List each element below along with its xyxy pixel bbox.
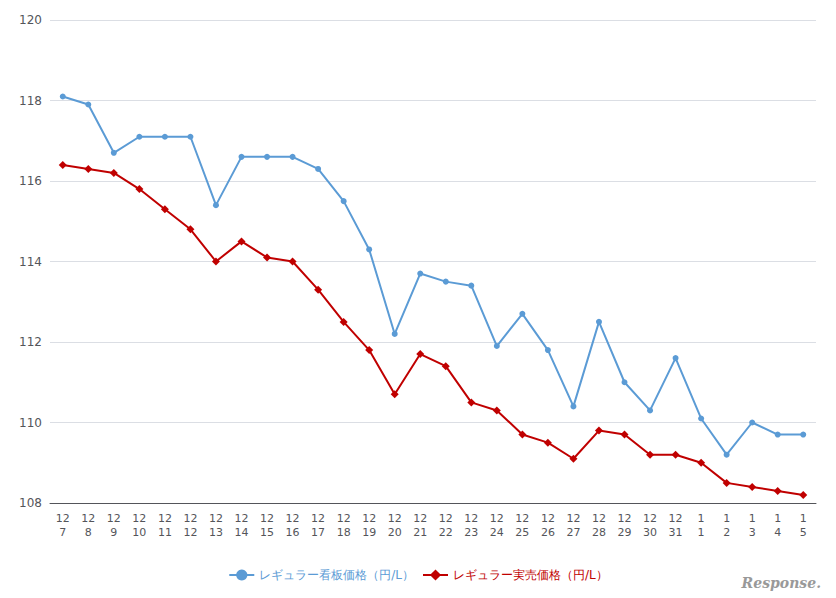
svg-text:1: 1 bbox=[723, 512, 730, 525]
svg-text:12: 12 bbox=[56, 512, 70, 525]
svg-text:22: 22 bbox=[439, 526, 453, 539]
svg-text:30: 30 bbox=[643, 526, 657, 539]
svg-text:2: 2 bbox=[723, 526, 730, 539]
svg-text:12: 12 bbox=[183, 512, 197, 525]
svg-text:10: 10 bbox=[132, 526, 146, 539]
svg-text:12: 12 bbox=[541, 512, 555, 525]
svg-text:12: 12 bbox=[158, 512, 172, 525]
svg-text:27: 27 bbox=[566, 526, 580, 539]
svg-text:5: 5 bbox=[800, 526, 807, 539]
svg-text:12: 12 bbox=[311, 512, 325, 525]
svg-text:17: 17 bbox=[311, 526, 325, 539]
svg-text:12: 12 bbox=[669, 512, 683, 525]
svg-text:12: 12 bbox=[618, 512, 632, 525]
svg-text:12: 12 bbox=[464, 512, 478, 525]
svg-text:12: 12 bbox=[592, 512, 606, 525]
svg-text:108: 108 bbox=[19, 496, 42, 510]
svg-text:12: 12 bbox=[260, 512, 274, 525]
svg-text:12: 12 bbox=[439, 512, 453, 525]
svg-text:1: 1 bbox=[698, 512, 705, 525]
svg-text:19: 19 bbox=[362, 526, 376, 539]
svg-text:21: 21 bbox=[413, 526, 427, 539]
svg-text:18: 18 bbox=[337, 526, 351, 539]
svg-text:12: 12 bbox=[413, 512, 427, 525]
svg-text:1: 1 bbox=[774, 512, 781, 525]
svg-text:8: 8 bbox=[85, 526, 92, 539]
svg-text:16: 16 bbox=[286, 526, 300, 539]
svg-text:Response.: Response. bbox=[741, 575, 821, 591]
svg-text:20: 20 bbox=[388, 526, 402, 539]
svg-text:28: 28 bbox=[592, 526, 606, 539]
svg-text:26: 26 bbox=[541, 526, 555, 539]
svg-text:12: 12 bbox=[643, 512, 657, 525]
svg-text:7: 7 bbox=[59, 526, 66, 539]
svg-text:4: 4 bbox=[774, 526, 781, 539]
svg-text:13: 13 bbox=[209, 526, 223, 539]
svg-text:24: 24 bbox=[490, 526, 504, 539]
svg-text:15: 15 bbox=[260, 526, 274, 539]
svg-text:14: 14 bbox=[235, 526, 249, 539]
svg-text:12: 12 bbox=[362, 512, 376, 525]
svg-text:12: 12 bbox=[490, 512, 504, 525]
svg-text:レギュラー実売価格（円/L）: レギュラー実売価格（円/L） bbox=[453, 568, 608, 582]
svg-text:31: 31 bbox=[669, 526, 683, 539]
svg-text:114: 114 bbox=[19, 255, 42, 269]
svg-text:12: 12 bbox=[388, 512, 402, 525]
svg-text:12: 12 bbox=[235, 512, 249, 525]
svg-text:3: 3 bbox=[749, 526, 756, 539]
svg-text:12: 12 bbox=[183, 526, 197, 539]
svg-text:12: 12 bbox=[515, 512, 529, 525]
svg-text:レギュラー看板価格（円/L）: レギュラー看板価格（円/L） bbox=[259, 568, 414, 582]
svg-text:12: 12 bbox=[337, 512, 351, 525]
svg-text:25: 25 bbox=[515, 526, 529, 539]
svg-text:12: 12 bbox=[566, 512, 580, 525]
svg-text:12: 12 bbox=[107, 512, 121, 525]
svg-text:118: 118 bbox=[19, 94, 42, 108]
svg-text:1: 1 bbox=[698, 526, 705, 539]
svg-text:120: 120 bbox=[19, 13, 42, 27]
svg-text:116: 116 bbox=[19, 174, 42, 188]
svg-text:110: 110 bbox=[19, 416, 42, 430]
svg-text:1: 1 bbox=[749, 512, 756, 525]
svg-text:11: 11 bbox=[158, 526, 172, 539]
svg-text:12: 12 bbox=[209, 512, 223, 525]
svg-text:1: 1 bbox=[800, 512, 807, 525]
svg-text:12: 12 bbox=[81, 512, 95, 525]
svg-text:12: 12 bbox=[286, 512, 300, 525]
svg-text:29: 29 bbox=[618, 526, 632, 539]
svg-text:12: 12 bbox=[132, 512, 146, 525]
svg-text:23: 23 bbox=[464, 526, 478, 539]
svg-text:112: 112 bbox=[19, 335, 42, 349]
svg-text:9: 9 bbox=[110, 526, 117, 539]
